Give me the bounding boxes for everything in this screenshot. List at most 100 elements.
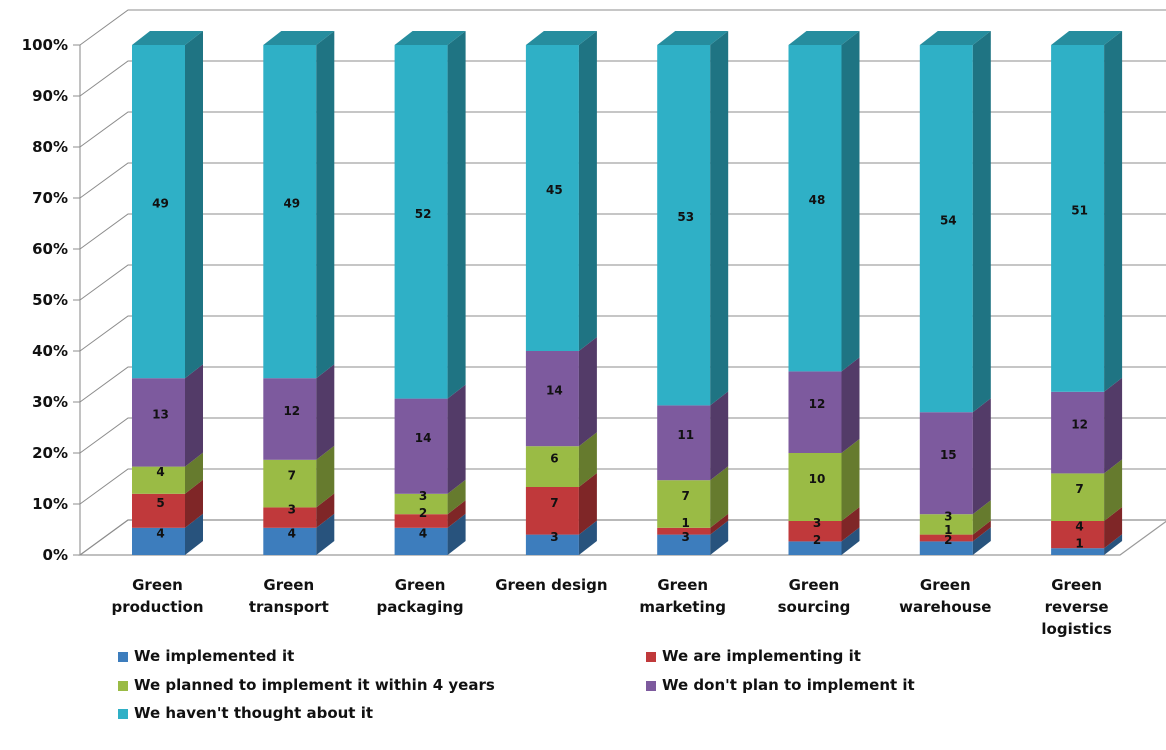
legend-item: We are implementing it [646, 647, 861, 665]
legend-label: We planned to implement it within 4 year… [134, 676, 495, 694]
bar-segment [525, 534, 579, 555]
bar-segment [919, 514, 973, 535]
data-label: 3 [813, 516, 821, 530]
bar-segment-side [185, 364, 203, 467]
data-label: 7 [288, 469, 296, 483]
x-category-label: Green [789, 576, 840, 594]
bar-stack: 4 3 7 12 49 [263, 31, 335, 555]
data-label: 45 [546, 183, 563, 197]
gridline [79, 417, 1166, 454]
data-label: 7 [550, 496, 558, 510]
bar-stack: 2 3 10 12 48 [788, 31, 860, 555]
bar-segment-side [710, 513, 729, 535]
bar-segment [394, 527, 448, 555]
data-label: 12 [1071, 418, 1088, 432]
x-category-label: Green [920, 576, 971, 594]
x-category-label: logistics [1041, 620, 1111, 638]
data-label: 12 [283, 404, 300, 418]
data-label: 10 [809, 472, 826, 486]
legend-swatch [118, 709, 128, 719]
bar-segment-side [316, 513, 335, 555]
bar-segment-side [972, 31, 991, 413]
bar-segment-side [578, 31, 597, 351]
data-label: 14 [546, 384, 563, 398]
bar-segment-side [1104, 377, 1123, 474]
x-category-label: Green [263, 576, 314, 594]
x-category-label: Green [657, 576, 708, 594]
bar-segment [788, 453, 842, 521]
bar-segment [788, 45, 842, 372]
bar-segment-side [447, 479, 466, 515]
bar-segment [657, 480, 711, 528]
y-tick-label: 60% [32, 240, 68, 258]
legend-label: We don't plan to implement it [662, 676, 915, 694]
x-category-label: Green design [495, 576, 607, 594]
data-label: 54 [940, 214, 957, 228]
bar-top [132, 31, 203, 45]
data-label: 4 [1075, 520, 1083, 534]
bar-segment-side [710, 391, 729, 481]
bar-segment-side [316, 493, 335, 528]
gridline [79, 60, 1166, 97]
bar-segment-side [841, 31, 860, 372]
bar-segment-side [447, 513, 466, 555]
y-tick-label: 0% [43, 546, 68, 564]
bar-segment [1051, 391, 1105, 474]
bar-segment-side [578, 432, 597, 487]
data-label: 4 [419, 526, 427, 540]
data-label: 49 [283, 197, 300, 211]
y-tick-label: 70% [32, 189, 68, 207]
bar-segment-side [841, 439, 860, 521]
bar-segment-side [841, 527, 860, 555]
bar-stack: 1 4 7 12 51 [1051, 31, 1123, 555]
bar-segment-side [710, 520, 729, 555]
bar-segment [132, 45, 185, 379]
data-label: 14 [415, 431, 432, 445]
bar-segment-side [1104, 459, 1123, 521]
legend-item: We implemented it [118, 647, 294, 665]
data-label: 7 [1075, 482, 1083, 496]
data-label: 4 [156, 465, 164, 479]
data-label: 13 [152, 407, 169, 421]
bar-segment [657, 405, 711, 481]
bar-stack: 31 7 11 53 [657, 31, 729, 555]
gridline [79, 162, 1166, 199]
bar-segment-side [1104, 31, 1123, 392]
data-label: 6 [550, 452, 558, 466]
bar-segment [788, 541, 842, 555]
y-axis-ticks: 0% 10% 20% 30% 40% 50% 60% 70% 80% 90% 100% [22, 36, 80, 564]
bar-segment-side [316, 445, 335, 508]
bar-segment-side [1104, 507, 1123, 549]
bar-segment [1051, 548, 1105, 555]
x-category-label: transport [249, 598, 329, 616]
data-label: 3 [550, 530, 558, 544]
bar-segment-side [841, 357, 860, 453]
data-label: 4 [288, 526, 296, 540]
x-category-label: production [111, 598, 203, 616]
data-label: 4 [156, 526, 164, 540]
bar-segment-side [972, 500, 991, 535]
bar-segment [657, 534, 711, 555]
x-category-label: warehouse [899, 598, 991, 616]
data-label: 52 [415, 207, 432, 221]
bar-stack: 4 2 3 14 52 [394, 31, 466, 555]
x-category-label: reverse [1045, 598, 1109, 616]
x-category-label: sourcing [778, 598, 851, 616]
x-category-label: Green [132, 576, 183, 594]
legend-label: We are implementing it [662, 647, 861, 665]
bar-segment [394, 493, 448, 515]
data-label: 3 [419, 489, 427, 503]
bar-segment [525, 45, 579, 351]
bar-stack: 4 5 4 13 49 [132, 31, 203, 555]
bar-segment-side [710, 31, 729, 406]
bar-segment [263, 527, 317, 555]
gridline [79, 264, 1166, 301]
bar-segment [1051, 473, 1105, 521]
bar-segment-side [578, 520, 597, 555]
data-label: 49 [152, 197, 169, 211]
data-label: 1 [944, 523, 952, 537]
bar-segment-side [316, 364, 335, 460]
bar-segment-side [578, 473, 597, 535]
bar-segment [919, 541, 973, 555]
